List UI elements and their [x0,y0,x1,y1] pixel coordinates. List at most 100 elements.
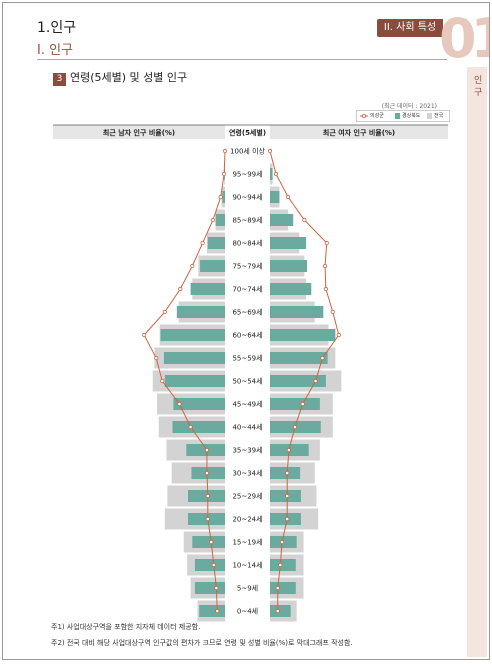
age-tick-label: 50~54세 [232,377,262,386]
section-title: 연령(5세별) 및 성별 인구 [70,71,188,84]
local-male-point [190,263,195,269]
population-pyramid: 최근 남자 인구 비율(%) 연령(5세별) 최근 여자 인구 비율(%) 100세 … [53,124,448,622]
female-header-bg [270,125,448,139]
age-tick-label: 80~84세 [232,239,262,248]
local-female-point [285,493,290,499]
local-male-point [160,378,165,384]
local-female-point [336,332,341,338]
local-male-point [210,217,216,223]
province-male-bar [173,398,225,410]
local-female-point [285,470,290,476]
legend-swatches [360,113,432,119]
local-female-point [285,516,290,522]
header-divider [37,59,447,60]
chart-legend: 의성군 경상북도 전국 [356,110,450,122]
legend-local: 의성군 [370,113,384,119]
local-female-point [286,447,292,453]
section-tag: II. 사회 특성 [377,19,443,37]
source-note: (최근 데이터 : 2021) [381,103,437,110]
local-male-point [204,470,210,476]
local-female-point [302,217,307,223]
local-male-point [211,562,216,568]
age-tick-label: 0~4세 [237,607,258,616]
section-number: 3 [53,73,66,86]
local-female-point [292,424,298,430]
province-male-bar [163,352,225,364]
local-male-point [162,309,167,315]
province-male-bar [176,306,225,318]
province-female-bar [270,559,296,571]
age-tick-label: 30~34세 [232,469,262,478]
province-male-bar [207,237,225,249]
local-female-point [278,562,283,568]
province-female-bar [270,352,328,364]
local-male-point [200,240,205,246]
province-female-bar [270,467,301,479]
side-band [467,67,487,657]
local-male-point [178,286,183,292]
local-female-point [322,263,328,269]
age-tick-label: 75~79세 [232,262,262,271]
province-female-bar [270,329,336,341]
chart-notes: 주1) 사업대상구역을 포함한 지자체 데이터 제공함. 주2) 전국 대비 해… [51,619,353,651]
local-male-point [215,608,220,614]
age-tick-label: 25~29세 [232,492,262,501]
province-female-bar [270,398,320,410]
age-header-bg [225,125,270,139]
province-male-bar [215,214,225,226]
province-female-bar [270,237,307,249]
province-female-bar [270,214,294,226]
province-male-bar [192,536,225,548]
legend-nation: 전국 [434,113,444,119]
local-male-point [154,355,159,361]
local-male-point [205,493,210,499]
age-tick-label: 90~94세 [232,193,262,202]
local-female-point [313,378,318,384]
province-male-bar [194,582,225,594]
local-male-point [177,401,182,407]
province-male-bar [199,605,225,617]
province-female-bar [270,260,307,272]
local-male-point [142,332,147,338]
male-header-bg [53,125,225,139]
age-tick-label: 55~59세 [232,354,262,363]
province-male-bar [190,283,225,295]
female-axis-title: 최근 여자 인구 비율(%) [323,128,395,137]
local-female-point [275,585,280,591]
age-tick-label: 5~9세 [237,584,258,593]
chapter-subtitle: Ⅰ. 인구 [37,43,74,58]
local-female-point [285,194,291,200]
age-tick-label: 40~44세 [232,423,262,432]
local-male-point [214,585,219,591]
local-male-point [218,194,223,200]
local-male-point [222,148,228,154]
note-2: 주2) 전국 대비 해당 사업대상구역 인구값의 편차가 크므로 연령 및 성별… [51,639,353,647]
province-female-bar [270,605,291,617]
province-male-bar [172,421,225,433]
chapter-number: 01 [439,7,489,70]
province-female-bar [270,375,326,387]
local-male-point [188,424,193,430]
age-axis-title: 연령(5세별) [229,128,266,137]
age-tick-label: 45~49세 [232,400,262,409]
legend-province: 경상북도 [402,113,421,119]
province-male-bar [222,191,225,203]
local-female-point [320,355,325,361]
section-heading: 3 연령(5세별) 및 성별 인구 [53,69,187,86]
local-female-point [275,608,280,614]
province-male-bar [200,260,225,272]
province-female-bar [270,306,324,318]
local-male-point [205,516,210,522]
age-tick-label: 100세 이상 [230,147,265,156]
province-female-bar [270,191,280,203]
local-male-point [204,447,210,453]
age-tick-label: 70~74세 [232,285,262,294]
age-tick-label: 65~69세 [232,308,262,317]
age-tick-label: 15~19세 [232,538,262,547]
local-male-point [209,539,214,545]
local-female-point [300,401,305,407]
local-female-point [323,286,328,292]
province-female-bar [270,168,273,180]
age-tick-label: 35~39세 [232,446,262,455]
